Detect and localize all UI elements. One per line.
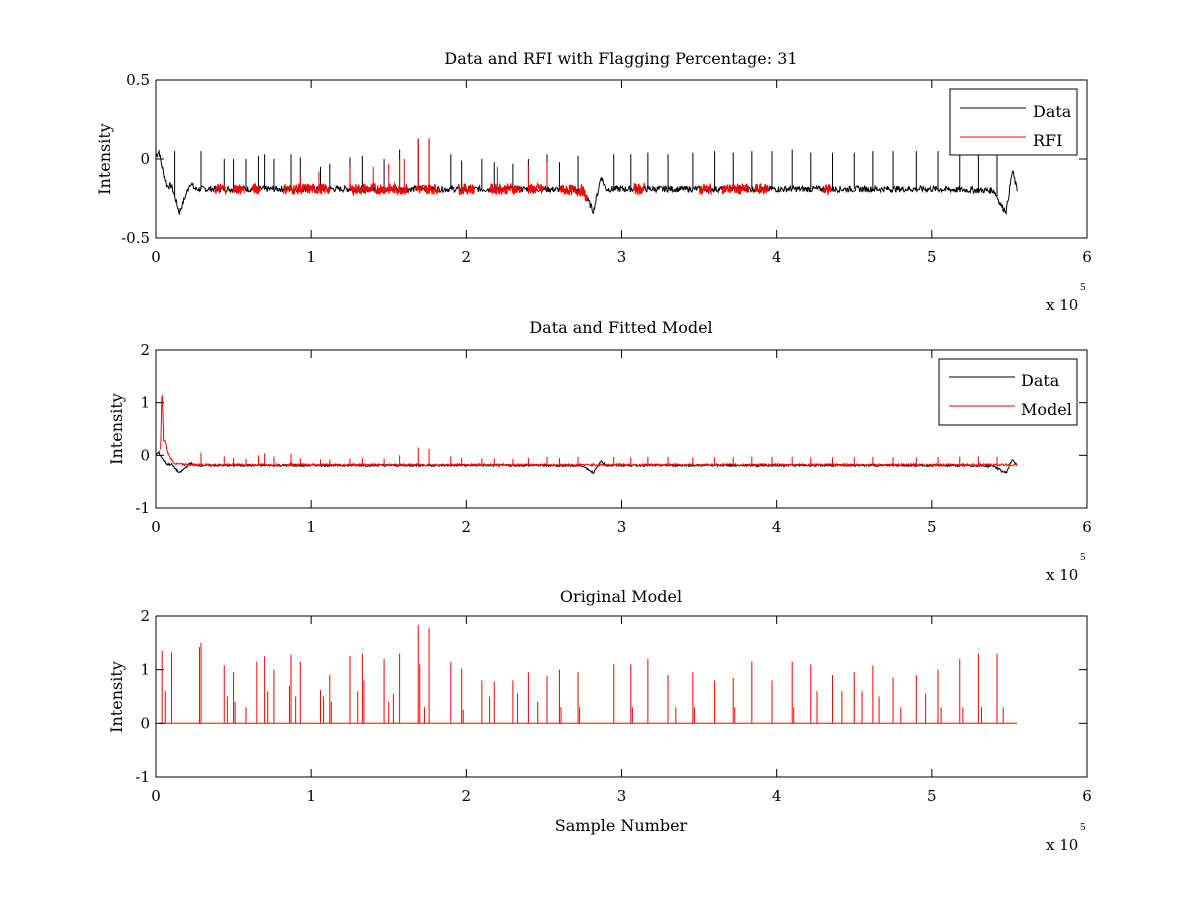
x-tick-label: 0 xyxy=(151,787,161,805)
plot-layer xyxy=(155,395,1018,475)
x-tick-label: 6 xyxy=(1082,518,1092,536)
x-tick-label: 3 xyxy=(617,518,627,536)
x-tick-label: 2 xyxy=(462,787,472,805)
legend-entry-data: Data xyxy=(1033,102,1072,121)
x-axis-label: Sample Number xyxy=(555,816,688,835)
x-axis-exponent: x 10 xyxy=(1046,296,1078,314)
series-rfi-segment xyxy=(489,182,522,196)
x-tick-label: 6 xyxy=(1082,248,1092,266)
x-tick-label: 0 xyxy=(151,248,161,266)
axes-box xyxy=(155,615,1088,778)
y-axis-label: Intensity xyxy=(107,393,126,465)
x-tick-label: 4 xyxy=(772,248,782,266)
x-tick-label: 3 xyxy=(617,248,627,266)
x-tick-label: 3 xyxy=(617,787,627,805)
series-rfi-segment xyxy=(558,182,588,202)
series-rfi-segment xyxy=(416,183,439,196)
x-tick-label: 6 xyxy=(1082,787,1092,805)
y-tick-label: -1 xyxy=(135,499,150,517)
x-tick-label: 4 xyxy=(772,787,782,805)
y-tick-label: -0.5 xyxy=(121,229,150,247)
series-rfi-segment xyxy=(349,181,408,197)
series-rfi-segment xyxy=(698,183,713,196)
x-tick-label: 1 xyxy=(306,248,316,266)
y-tick-label: 0.5 xyxy=(126,71,150,89)
series-rfi-segment xyxy=(233,184,245,195)
legend: Data Model xyxy=(938,358,1078,426)
y-axis-label: Intensity xyxy=(95,123,114,195)
y-axis-label: Intensity xyxy=(107,661,126,733)
series-model-line xyxy=(160,395,1018,468)
series-rfi-segment xyxy=(458,183,475,196)
series-rfi-segment xyxy=(527,182,545,195)
legend-box xyxy=(949,88,1078,156)
series-rfi-segment xyxy=(251,182,261,195)
y-tick-label: 0 xyxy=(140,446,150,464)
x-tick-label: 5 xyxy=(927,248,937,266)
x-tick-label: 4 xyxy=(772,518,782,536)
y-tick-label: -1 xyxy=(135,768,150,786)
series-data-line xyxy=(155,450,1018,475)
subplot-title: Data and RFI with Flagging Percentage: 3… xyxy=(444,49,797,68)
legend-entry-model: Model xyxy=(1021,400,1072,419)
series-rfi-segment xyxy=(822,184,832,197)
plot-layer xyxy=(159,625,1018,724)
subplot-title: Data and Fitted Model xyxy=(529,318,712,337)
x-tick-label: 1 xyxy=(306,518,316,536)
y-tick-label: 0 xyxy=(140,714,150,732)
axes-box xyxy=(155,79,1088,239)
legend-entry-data: Data xyxy=(1021,371,1060,390)
series-rfi-segment xyxy=(633,182,646,197)
subplot-rfi: Data and RFI with Flagging Percentage: 3… xyxy=(95,49,1092,314)
x-axis-exponent-power: 5 xyxy=(1080,551,1086,563)
legend-box xyxy=(938,358,1078,426)
x-axis-exponent-power: 5 xyxy=(1080,821,1086,833)
subplot-fitted-model: Data and Fitted Model Intensity 0 1 2 3 4 5 6 -… xyxy=(107,318,1092,584)
x-tick-label: 5 xyxy=(927,518,937,536)
series-rfi-segment xyxy=(214,183,227,195)
x-tick-label: 2 xyxy=(462,248,472,266)
y-tick-label: 1 xyxy=(140,394,150,412)
tick-layer: 0 1 2 3 4 5 6-0.500.5 xyxy=(121,71,1092,266)
legend: Data RFI xyxy=(949,88,1078,156)
plot-layer xyxy=(155,138,1018,216)
y-tick-label: 2 xyxy=(140,607,150,625)
x-tick-label: 5 xyxy=(927,787,937,805)
x-tick-label: 0 xyxy=(151,518,161,536)
y-tick-label: 0 xyxy=(140,150,150,168)
series-rfi-segment xyxy=(721,183,750,195)
axes-box xyxy=(155,349,1088,509)
x-axis-exponent-power: 5 xyxy=(1080,281,1086,293)
y-tick-label: 2 xyxy=(140,341,150,359)
y-tick-label: 1 xyxy=(140,661,150,679)
x-axis-exponent: x 10 xyxy=(1046,566,1078,584)
x-tick-label: 2 xyxy=(462,518,472,536)
series-rfi-segment xyxy=(754,183,770,195)
x-axis-exponent: x 10 xyxy=(1046,836,1078,854)
x-tick-label: 1 xyxy=(306,787,316,805)
legend-entry-rfi: RFI xyxy=(1033,131,1062,150)
series-rfi-segment xyxy=(282,183,331,195)
subplot-title: Original Model xyxy=(560,587,682,606)
